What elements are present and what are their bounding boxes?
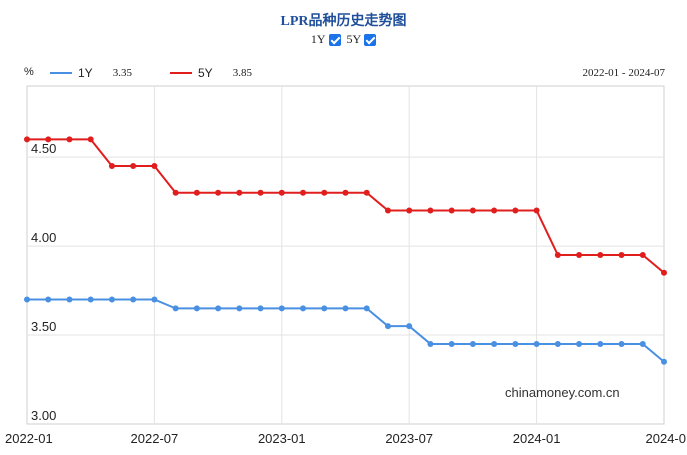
series-5y-point bbox=[45, 136, 52, 143]
series-5y-point bbox=[257, 189, 264, 196]
x-tick-label: 2023-01 bbox=[258, 431, 306, 446]
series-1y-point bbox=[66, 296, 73, 303]
series-1y-point bbox=[661, 358, 667, 365]
chart-title: LPR品种历史走势图 bbox=[280, 14, 407, 29]
series-5y-point bbox=[108, 163, 115, 170]
series-5y-point bbox=[24, 136, 30, 143]
series-5y-point bbox=[597, 252, 604, 258]
series-5y-point bbox=[427, 207, 434, 214]
series-5y-point bbox=[172, 189, 179, 196]
series-5y-point bbox=[193, 189, 200, 196]
legend-5y[interactable]: 5Y 3.85 bbox=[170, 66, 252, 80]
plot-border bbox=[26, 85, 665, 425]
toggle-1y-label: 1Y bbox=[310, 32, 326, 46]
series-points bbox=[24, 136, 667, 365]
series-1y-point bbox=[130, 296, 137, 303]
series-1y-point bbox=[554, 340, 561, 347]
series-5y-point bbox=[661, 269, 667, 276]
x-tick-label: 2022-07 bbox=[131, 431, 179, 446]
y-axis-unit: % bbox=[24, 66, 34, 78]
series-1y-point bbox=[342, 305, 349, 312]
series-5y-point bbox=[130, 163, 137, 170]
legend-1y-value: 3.35 bbox=[112, 67, 132, 79]
series-1y-point bbox=[172, 305, 179, 312]
series-1y-point bbox=[278, 305, 285, 312]
x-tick-label: 2023-07 bbox=[385, 431, 433, 446]
x-tick-label: 2024-0 bbox=[646, 431, 686, 446]
series-5y-point bbox=[512, 207, 519, 214]
series-5y-point bbox=[342, 189, 349, 196]
series-1y-point bbox=[87, 296, 94, 303]
series-5y-point bbox=[448, 207, 455, 214]
series-5y-point bbox=[554, 252, 561, 258]
toggle-1y[interactable]: 1Y bbox=[311, 32, 341, 47]
y-tick-label: 4.00 bbox=[31, 230, 56, 245]
series-5y-point bbox=[236, 189, 243, 196]
series-lines bbox=[27, 138, 665, 363]
series-5y-point bbox=[87, 136, 94, 143]
series-5y-point bbox=[151, 163, 158, 170]
axis-ticks: 3.00 3.50 4.00 4.50 2022-01 2022-07 2023-01 202… bbox=[5, 141, 686, 446]
checkbox-1y-checked-icon[interactable] bbox=[328, 33, 341, 46]
grid bbox=[26, 85, 665, 425]
series-1y-point bbox=[469, 340, 476, 347]
series-1y-point bbox=[363, 305, 370, 312]
series-1y-point bbox=[193, 305, 200, 312]
series-1y-point bbox=[597, 340, 604, 347]
series-5y-point bbox=[576, 252, 583, 258]
series-5y-point bbox=[533, 207, 540, 214]
series-1y-point bbox=[300, 305, 307, 312]
series-5y-point bbox=[300, 189, 307, 196]
legend-1y-line-icon bbox=[50, 72, 72, 74]
toggle-5y[interactable]: 5Y bbox=[347, 32, 377, 47]
series-1y-point bbox=[236, 305, 243, 312]
series-5y-point bbox=[618, 252, 625, 258]
y-tick-label: 4.50 bbox=[31, 141, 56, 156]
series-1y-point bbox=[384, 323, 391, 330]
x-tick-label: 2024-01 bbox=[513, 431, 561, 446]
series-5y-point bbox=[215, 189, 222, 196]
series-1y-point bbox=[533, 340, 540, 347]
series-1y-point bbox=[512, 340, 519, 347]
series-1y-point bbox=[108, 296, 115, 303]
watermark: chinamoney.com.cn bbox=[505, 385, 620, 400]
series-1y-point bbox=[639, 340, 646, 347]
series-5y-point bbox=[384, 207, 391, 214]
y-tick-label: 3.00 bbox=[31, 408, 56, 423]
series-5y-point bbox=[321, 189, 328, 196]
y-tick-label: 3.50 bbox=[31, 319, 56, 334]
series-5y-point bbox=[66, 136, 73, 143]
series-1y-point bbox=[321, 305, 328, 312]
series-1y-point bbox=[215, 305, 222, 312]
series-1y-point bbox=[491, 340, 498, 347]
series-5y-point bbox=[639, 252, 646, 258]
legend-1y[interactable]: 1Y 3.35 bbox=[50, 66, 132, 80]
x-tick-label: 2022-01 bbox=[5, 431, 53, 446]
checkbox-5y-checked-icon[interactable] bbox=[364, 33, 377, 46]
series-5y-line bbox=[27, 138, 665, 274]
legend-5y-value: 3.85 bbox=[232, 67, 252, 79]
series-5y-point bbox=[491, 207, 498, 214]
series-1y-point bbox=[151, 296, 158, 303]
series-1y-point bbox=[45, 296, 52, 303]
series-5y-point bbox=[469, 207, 476, 214]
series-1y-point bbox=[448, 340, 455, 347]
series-1y-point bbox=[427, 340, 434, 347]
toggle-5y-label: 5Y bbox=[346, 32, 362, 46]
series-5y-point bbox=[363, 189, 370, 196]
legend-5y-line-icon bbox=[170, 72, 192, 74]
date-range: 2022-01 - 2024-07 bbox=[582, 67, 666, 79]
series-1y-point bbox=[406, 323, 413, 330]
series-1y-point bbox=[618, 340, 625, 347]
series-1y-point bbox=[576, 340, 583, 347]
series-1y-point bbox=[257, 305, 264, 312]
series-toggles: 1Y 5Y bbox=[0, 32, 687, 47]
legend-1y-name: 1Y bbox=[78, 66, 93, 80]
series-5y-point bbox=[278, 189, 285, 196]
series-5y-point bbox=[406, 207, 413, 214]
legend-5y-name: 5Y bbox=[198, 66, 213, 80]
series-1y-point bbox=[24, 296, 30, 303]
